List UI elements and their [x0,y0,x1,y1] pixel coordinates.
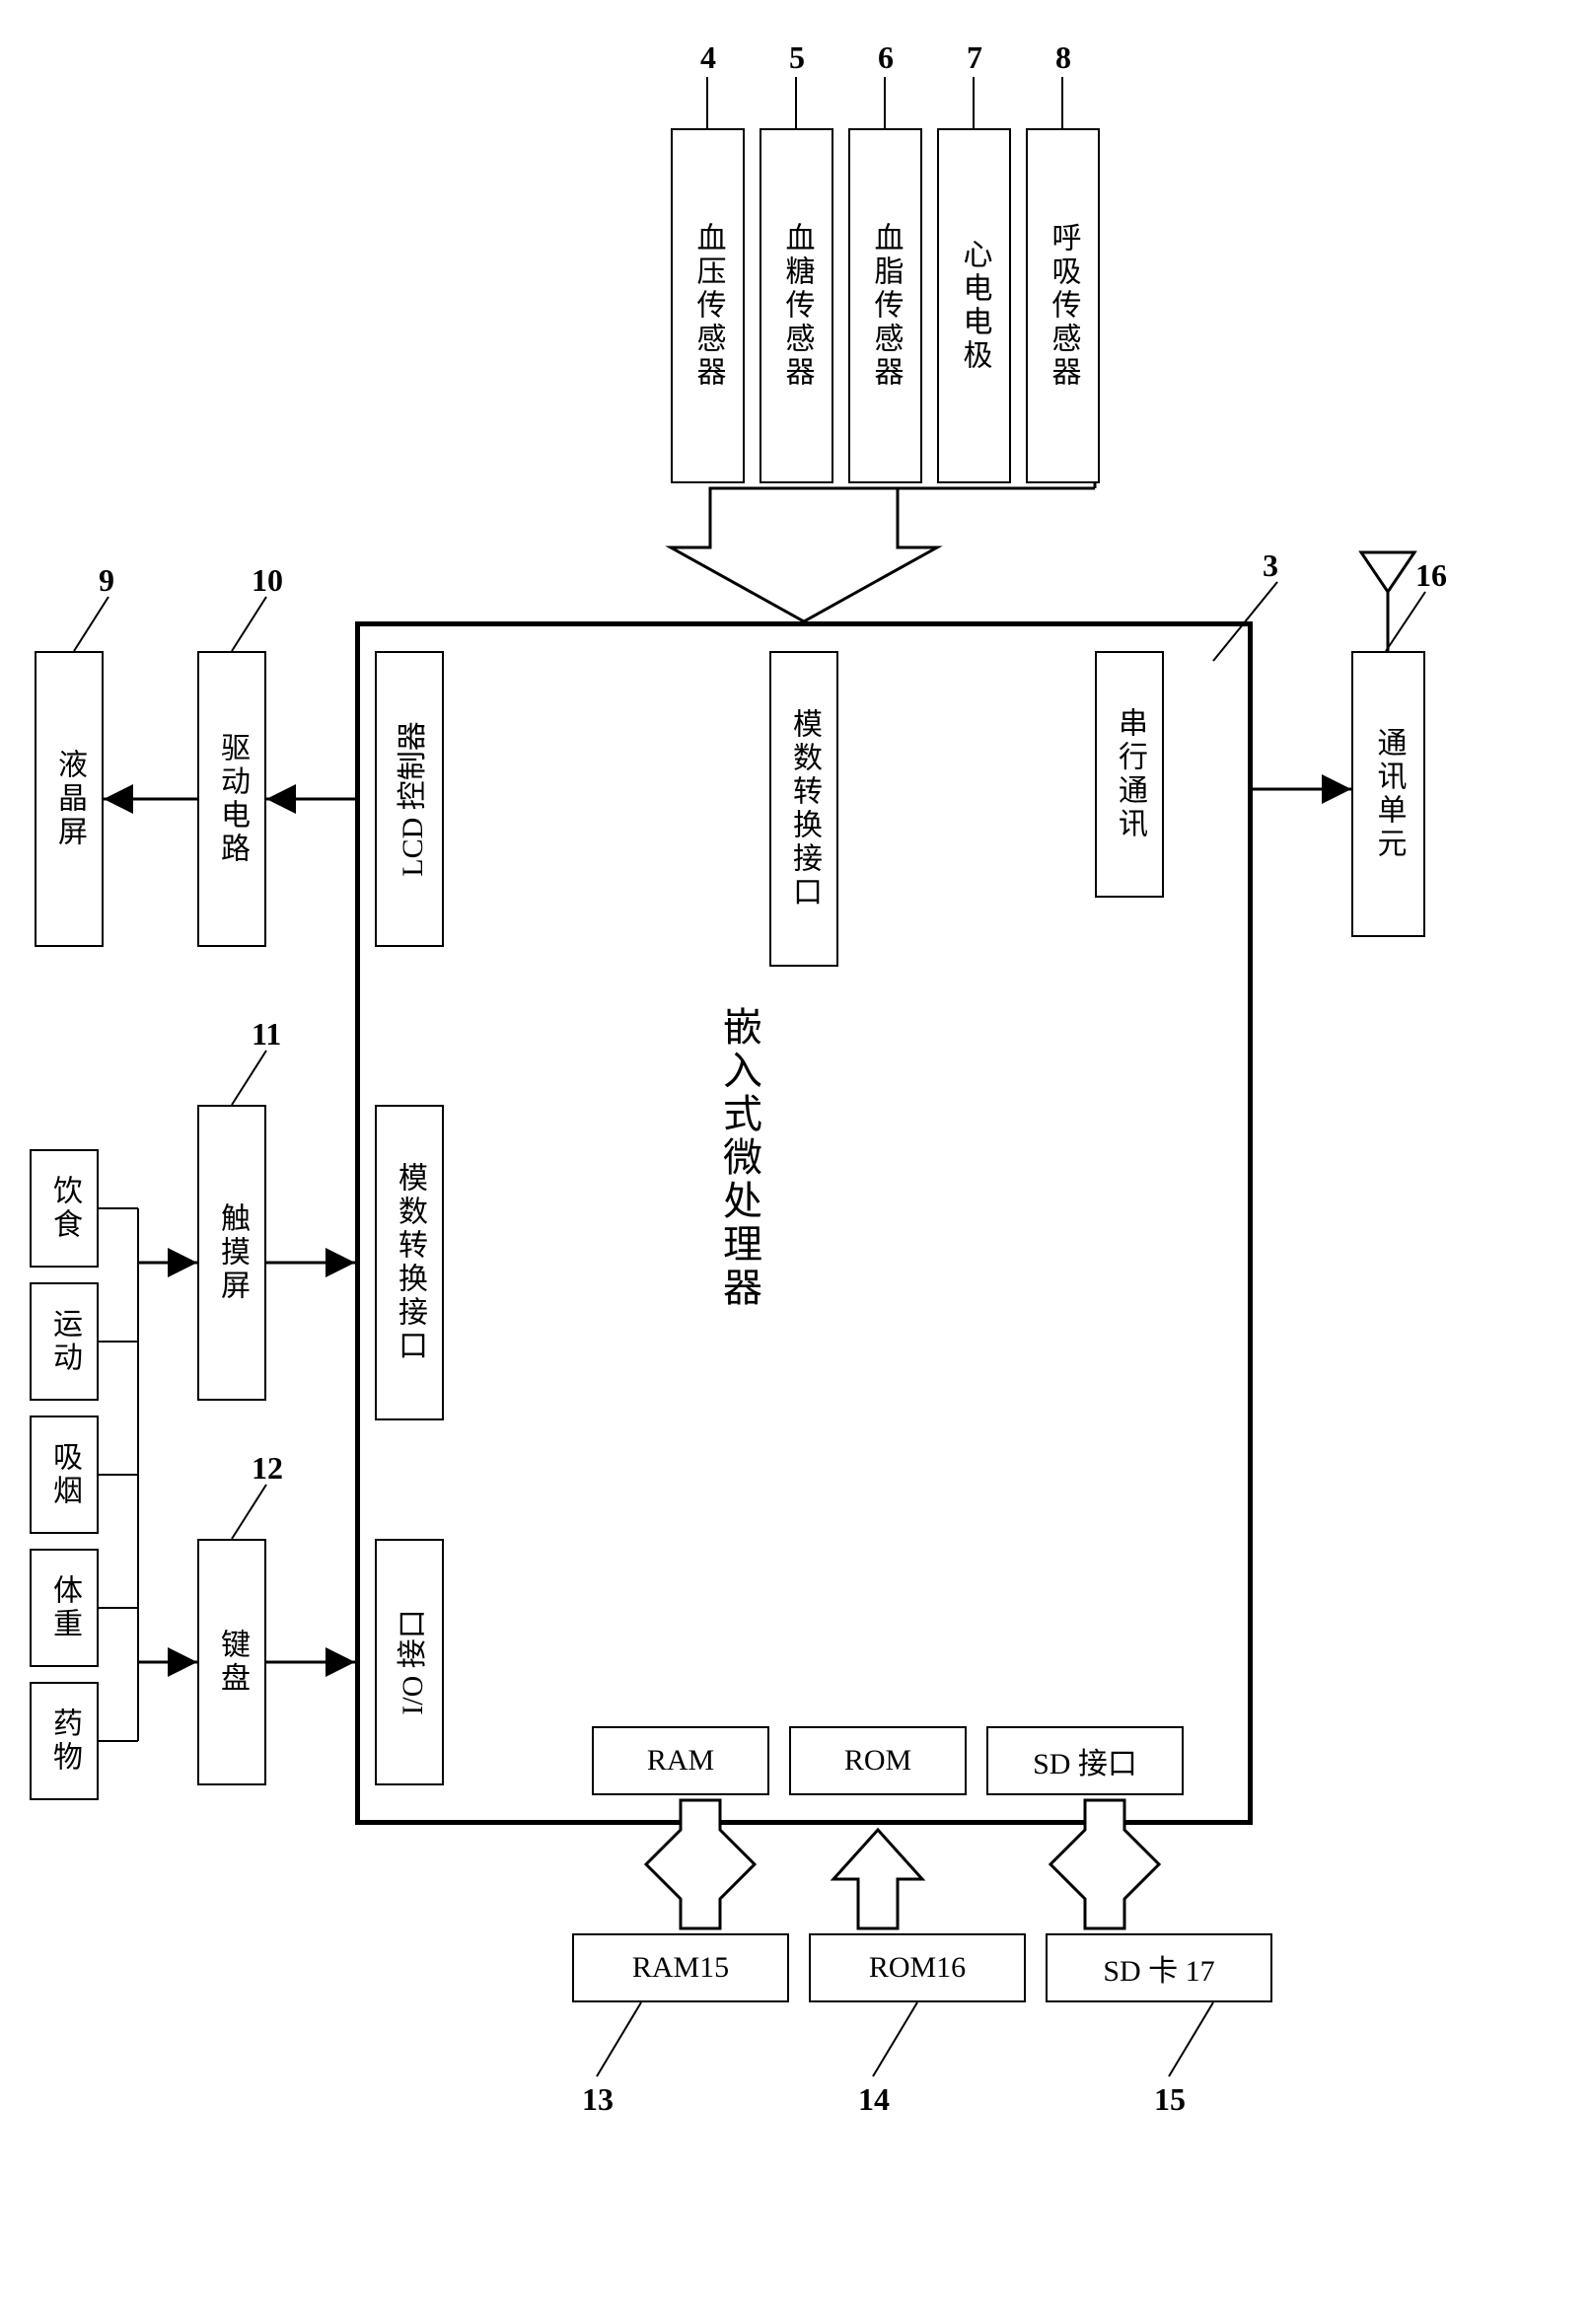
num-8: 8 [1055,39,1071,76]
rom-if-block: ROM [789,1726,967,1795]
sd-if-label: SD 接口 [1033,1739,1137,1782]
lcd-controller-label: LCD 控制器 [388,721,431,877]
num-4: 4 [700,39,716,76]
sensor-bp-label: 血压传感器 [687,222,730,390]
input-weight-label: 体重 [42,1574,86,1641]
sensor-bp: 血压传感器 [671,128,745,483]
adc-left-block: 模数转换接口 [375,1105,444,1420]
input-exercise: 运动 [30,1282,99,1401]
sensor-ecg: 心电电极 [937,128,1011,483]
lcd-controller-block: LCD 控制器 [375,651,444,947]
drive-circuit-label: 驱动电路 [210,732,253,866]
adc-left-label: 模数转换接口 [388,1162,431,1363]
sensor-bg: 血糖传感器 [760,128,833,483]
input-drug: 药物 [30,1682,99,1800]
num-7: 7 [967,39,982,76]
num-14: 14 [858,2081,890,2118]
num-16: 16 [1415,557,1447,594]
sensor-bg-label: 血糖传感器 [775,222,819,390]
num-15: 15 [1154,2081,1186,2118]
rom-block-label: ROM16 [869,1951,966,1985]
keyboard-label: 键盘 [210,1629,253,1696]
comm-unit-block: 通讯单元 [1351,651,1425,937]
sensor-resp: 呼吸传感器 [1026,128,1100,483]
lcd-screen-block: 液晶屏 [35,651,104,947]
drive-circuit-block: 驱动电路 [197,651,266,947]
ram-block: RAM15 [572,1933,789,2002]
adc-top-label: 模数转换接口 [782,708,826,909]
input-diet-label: 饮食 [42,1175,86,1242]
touch-screen-label: 触摸屏 [210,1202,253,1303]
comm-unit-label: 通讯单元 [1367,727,1411,861]
rom-block: ROM16 [809,1933,1026,2002]
adc-top-block: 模数转换接口 [769,651,838,967]
num-3: 3 [1263,547,1278,584]
ram-if-block: RAM [592,1726,769,1795]
num-10: 10 [252,562,283,599]
sensor-ecg-label: 心电电极 [953,239,996,373]
input-diet: 饮食 [30,1149,99,1268]
touch-screen-block: 触摸屏 [197,1105,266,1401]
keyboard-block: 键盘 [197,1539,266,1785]
processor-label-v: 嵌入式微处理器 [710,1006,767,1315]
sd-if-block: SD 接口 [986,1726,1184,1795]
num-13: 13 [582,2081,614,2118]
ram-if-label: RAM [647,1744,714,1778]
input-weight: 体重 [30,1549,99,1667]
io-if-label: I/O 接口 [388,1609,431,1715]
input-drug-label: 药物 [42,1707,86,1775]
num-11: 11 [252,1016,281,1053]
io-if-block: I/O 接口 [375,1539,444,1785]
input-exercise-label: 运动 [42,1308,86,1375]
sensor-resp-label: 呼吸传感器 [1042,222,1085,390]
serial-comm-block: 串行通讯 [1095,651,1164,898]
input-smoke-label: 吸烟 [42,1441,86,1508]
lcd-screen-label: 液晶屏 [47,749,91,849]
num-9: 9 [99,562,114,599]
input-smoke: 吸烟 [30,1416,99,1534]
sd-block: SD 卡 17 [1046,1933,1272,2002]
rom-if-label: ROM [844,1744,911,1778]
serial-comm-label: 串行通讯 [1108,707,1151,841]
num-6: 6 [878,39,894,76]
num-5: 5 [789,39,805,76]
sd-block-label: SD 卡 17 [1103,1946,1214,1990]
ram-block-label: RAM15 [632,1951,729,1985]
sensor-bl: 血脂传感器 [848,128,922,483]
sensor-bl-label: 血脂传感器 [864,222,907,390]
num-12: 12 [252,1450,283,1487]
